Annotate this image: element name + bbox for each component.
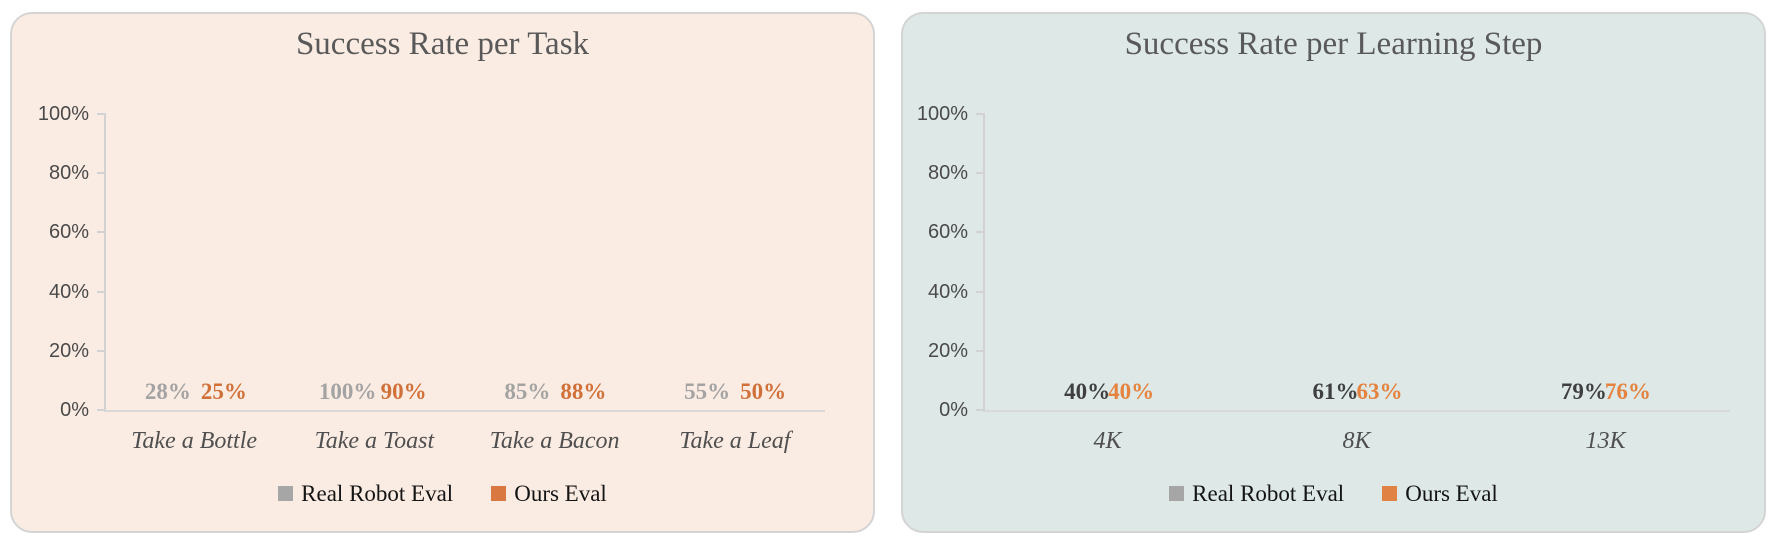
category-label: Take a Bottle — [131, 427, 258, 454]
y-tick-label: 100% — [37, 102, 89, 125]
bar-value-label: 63% — [1356, 378, 1403, 404]
legend-swatch-ours-eval — [1382, 486, 1398, 502]
y-tick-label: 40% — [48, 280, 89, 303]
legend-item: Real Robot Eval — [1169, 481, 1344, 507]
bar-value-label: 88% — [560, 378, 607, 404]
bar-value-label: 25% — [200, 378, 247, 404]
y-tick-label: 80% — [48, 162, 89, 185]
y-tick-label: 100% — [916, 102, 968, 125]
y-tick-mark — [97, 231, 106, 234]
category-axis: Take a Bottle Take a Toast Take a Bacon Tak… — [104, 428, 825, 455]
bars-area: 40% 40% 61% 63% 79% 76% — [985, 114, 1730, 410]
y-tick-mark — [976, 172, 985, 175]
legend-label: Real Robot Eval — [301, 480, 454, 506]
y-tick-label: 80% — [927, 162, 968, 185]
bar-value-label: 50% — [740, 378, 787, 404]
category-axis: 4K 8K 13K — [983, 428, 1730, 455]
y-tick-mark — [97, 290, 106, 293]
category-label: 13K — [1585, 427, 1626, 454]
y-tick-label: 20% — [927, 339, 968, 362]
y-tick-mark — [97, 408, 106, 411]
y-tick-label: 20% — [48, 339, 89, 362]
legend-swatch-real-robot-eval — [1169, 486, 1185, 502]
y-tick-mark — [976, 408, 985, 411]
y-tick-mark — [976, 349, 985, 352]
legend-item: Ours Eval — [491, 481, 607, 507]
category-label: 4K — [1093, 427, 1122, 454]
legend: Real Robot Eval Ours Eval — [12, 481, 873, 507]
plot-area: 28% 25% 100% 90% 85% 88% 55% 50% 0% 20% 40% 60% 80%… — [38, 104, 825, 420]
chart-panel-success-rate-per-task: Success Rate per Task 28% 25% 100% 90% 85% 88… — [10, 12, 875, 533]
category-label: Take a Bacon — [489, 427, 620, 454]
y-tick-mark — [976, 231, 985, 234]
legend-label: Real Robot Eval — [1192, 480, 1345, 506]
legend-swatch-real-robot-eval — [278, 486, 294, 502]
bars-area: 28% 25% 100% 90% 85% 88% 55% 50% — [106, 114, 825, 410]
bar-value-label: 100% — [318, 378, 377, 404]
legend-label: Ours Eval — [514, 480, 607, 506]
legend-item: Real Robot Eval — [278, 481, 453, 507]
y-tick-label: 0% — [60, 398, 89, 421]
y-tick-mark — [97, 349, 106, 352]
bar-value-label: 40% — [1108, 378, 1155, 404]
bar-value-label: 40% — [1064, 378, 1111, 404]
chart-title: Success Rate per Task — [295, 26, 590, 62]
bar-value-label: 28% — [144, 378, 191, 404]
legend-item: Ours Eval — [1382, 481, 1498, 507]
category-label: Take a Toast — [314, 427, 435, 454]
category-label: 8K — [1342, 427, 1371, 454]
bar-value-label: 85% — [504, 378, 551, 404]
y-tick-mark — [97, 172, 106, 175]
y-tick-label: 40% — [927, 280, 968, 303]
bar-value-label: 76% — [1604, 378, 1651, 404]
legend: Real Robot Eval Ours Eval — [903, 481, 1764, 507]
bar-value-label: 55% — [684, 378, 731, 404]
plot-area: 40% 40% 61% 63% 79% 76% 0% 20% 40% 60% 80% 100% — [917, 104, 1730, 420]
bar-value-label: 90% — [380, 378, 427, 404]
legend-label: Ours Eval — [1405, 480, 1498, 506]
bar-value-label: 61% — [1312, 378, 1359, 404]
bar-value-label: 79% — [1560, 378, 1607, 404]
chart-title: Success Rate per Learning Step — [1124, 26, 1543, 62]
legend-swatch-ours-eval — [491, 486, 507, 502]
chart-panel-success-rate-per-learning-step: Success Rate per Learning Step 40% 40% 61%… — [901, 12, 1766, 533]
y-tick-label: 60% — [927, 221, 968, 244]
y-tick-mark — [976, 112, 985, 115]
y-tick-mark — [97, 112, 106, 115]
y-tick-label: 60% — [48, 221, 89, 244]
y-tick-mark — [976, 290, 985, 293]
category-label: Take a Leaf — [679, 427, 791, 454]
y-tick-label: 0% — [939, 398, 968, 421]
